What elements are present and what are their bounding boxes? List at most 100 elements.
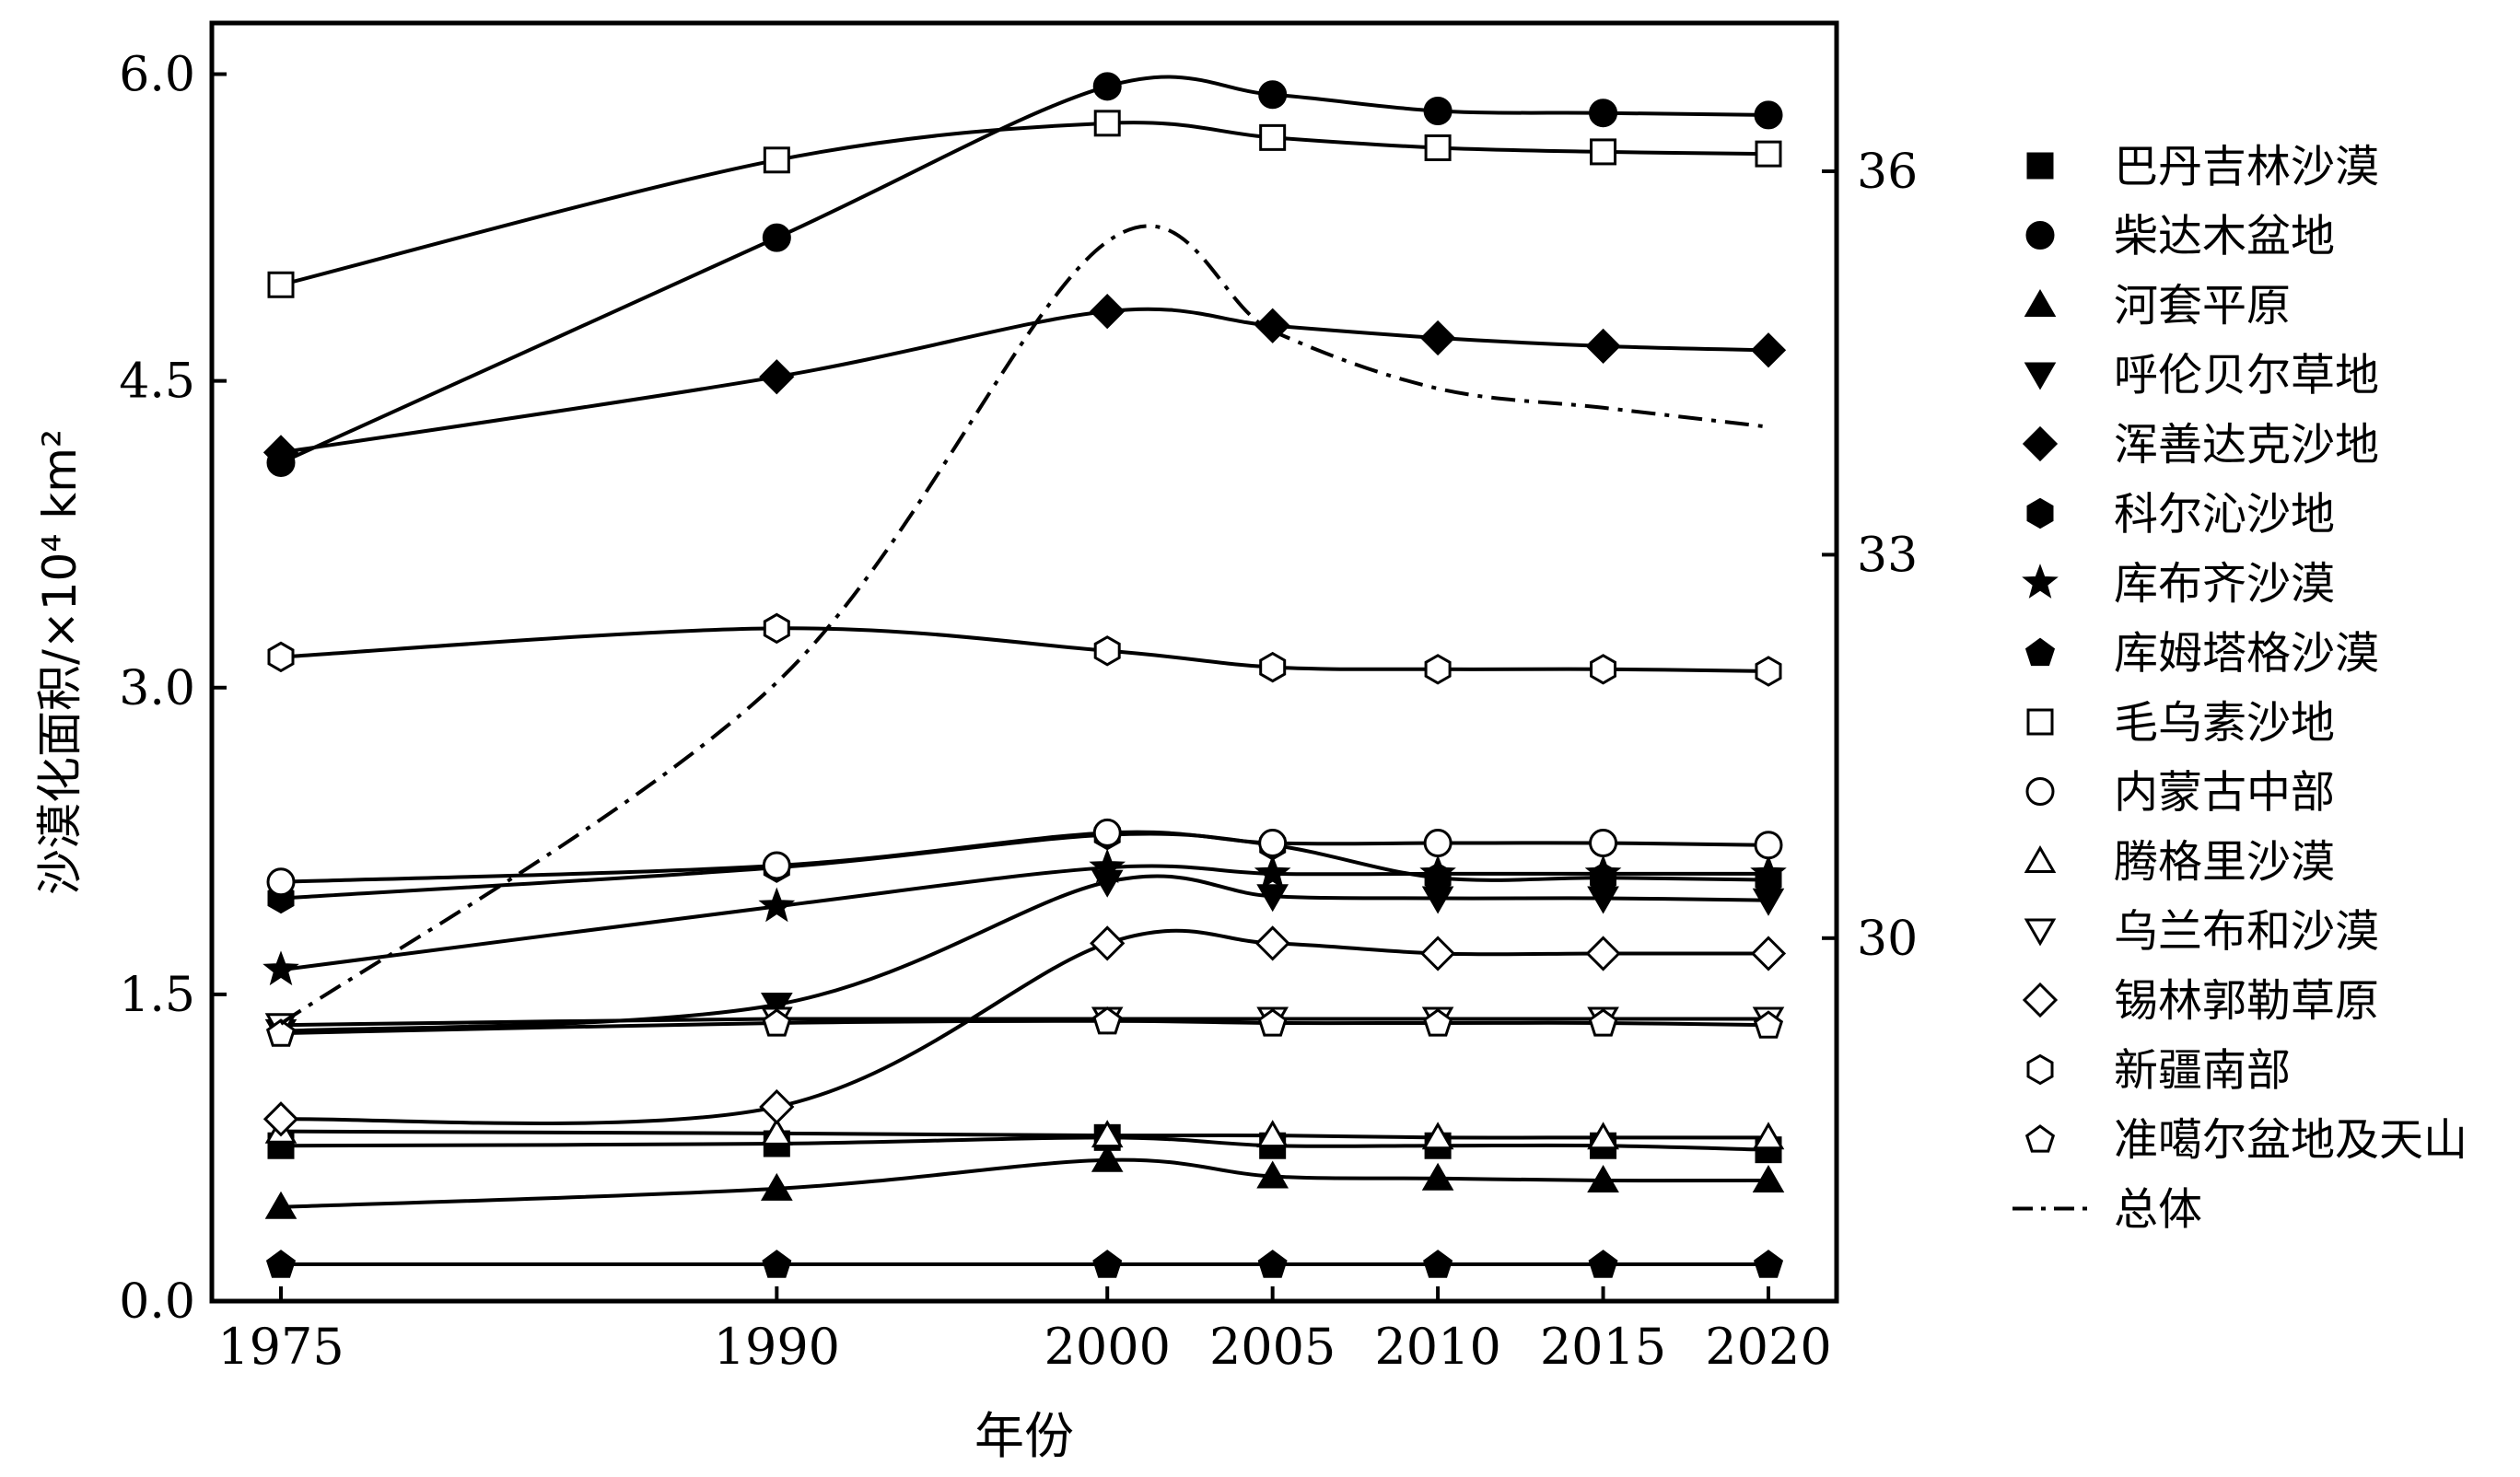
legend-marker xyxy=(2024,844,2057,873)
data-point xyxy=(1091,1144,1124,1172)
legend-marker xyxy=(2025,221,2055,250)
series-line xyxy=(280,121,1769,287)
series-7 xyxy=(262,848,1787,986)
x-tick-label: 2005 xyxy=(1209,1318,1336,1376)
data-point xyxy=(1419,320,1456,356)
data-point xyxy=(1423,96,1452,125)
data-point xyxy=(762,223,791,252)
data-point xyxy=(265,1250,297,1278)
legend-label: 浑善达克沙地 xyxy=(2114,419,2379,471)
data-point xyxy=(1590,654,1616,685)
data-point xyxy=(1256,1120,1289,1148)
data-point xyxy=(1419,855,1456,890)
legend-marker xyxy=(2026,1053,2054,1086)
legend-entry: 库姆塔格沙漠 xyxy=(2024,628,2379,680)
x-tick-label: 2010 xyxy=(1374,1318,1500,1376)
data-point xyxy=(1750,855,1787,890)
series-line xyxy=(280,307,1769,455)
legend-entry: 河套平原 xyxy=(2024,280,2291,331)
legend-marker xyxy=(2024,637,2056,667)
data-point xyxy=(267,641,295,673)
series-16 xyxy=(279,224,1769,1026)
data-point xyxy=(761,993,793,1020)
data-point xyxy=(1585,936,1621,971)
data-point xyxy=(1092,818,1122,847)
legend: 巴丹吉林沙漠柴达木盆地河套平原呼伦贝尔草地浑善达克沙地科尔沁沙地库布齐沙漠库姆塔… xyxy=(2012,141,2468,1236)
data-point xyxy=(1421,1122,1454,1150)
data-point xyxy=(1587,1122,1619,1150)
series-14 xyxy=(267,612,1782,687)
legend-marker xyxy=(2025,777,2055,806)
data-point xyxy=(759,1088,795,1125)
series-11 xyxy=(264,1115,1785,1150)
data-point xyxy=(758,887,796,923)
series-10 xyxy=(266,818,1783,897)
series-line xyxy=(280,830,1769,884)
y-tick-label: 3.0 xyxy=(119,661,195,716)
series-line xyxy=(280,1157,1769,1209)
series-15 xyxy=(265,1006,1784,1047)
y2-tick-label: 30 xyxy=(1857,912,1918,967)
data-point xyxy=(1423,1250,1453,1278)
legend-label: 巴丹吉林沙漠 xyxy=(2114,141,2379,192)
data-point xyxy=(1754,100,1783,130)
data-point xyxy=(262,950,299,986)
legend-marker xyxy=(2026,152,2054,180)
data-point xyxy=(1258,829,1288,858)
x-tick-label: 2000 xyxy=(1044,1318,1171,1376)
data-point xyxy=(1090,293,1126,330)
data-point xyxy=(1589,829,1618,858)
series-line xyxy=(280,928,1768,1125)
legend-label: 柴达木盆地 xyxy=(2114,211,2335,262)
legend-label: 毛乌素沙地 xyxy=(2114,697,2335,749)
legend-entry: 浑善达克沙地 xyxy=(2022,419,2379,471)
series-line xyxy=(280,1017,1768,1028)
x-tick-label: 2015 xyxy=(1540,1318,1666,1376)
legend-entry: 呼伦贝尔草地 xyxy=(2024,350,2379,401)
legend-label: 内蒙古中部 xyxy=(2114,767,2335,819)
data-point xyxy=(1257,1250,1288,1278)
data-point xyxy=(1257,1008,1288,1037)
legend-marker xyxy=(2026,708,2054,736)
data-point xyxy=(762,851,791,880)
legend-entry: 柴达木盆地 xyxy=(2025,211,2335,262)
series-line xyxy=(280,1129,1768,1140)
data-point xyxy=(1419,936,1456,971)
legend-entry: 巴丹吉林沙漠 xyxy=(2026,141,2379,192)
data-point xyxy=(1092,72,1122,101)
legend-marker xyxy=(2024,918,2057,947)
plot-frame xyxy=(209,20,1839,1304)
data-point xyxy=(1421,1162,1454,1191)
data-point xyxy=(1259,651,1287,683)
legend-marker xyxy=(2024,288,2057,317)
series-13 xyxy=(262,925,1787,1137)
data-point xyxy=(759,359,795,395)
y2-tick-label: 33 xyxy=(1857,528,1918,583)
series-line xyxy=(280,626,1769,673)
series-line xyxy=(280,1135,1769,1152)
data-point xyxy=(1423,1008,1453,1037)
data-point xyxy=(1753,1250,1784,1278)
y-axis-title: 沙漠化面积/×10⁴ km² xyxy=(33,429,87,895)
legend-label: 乌兰布和沙漠 xyxy=(2114,906,2379,958)
legend-entry: 腾格里沙漠 xyxy=(2024,836,2335,888)
legend-entry: 新疆南部 xyxy=(2026,1045,2291,1097)
data-point xyxy=(762,1250,792,1278)
data-point xyxy=(1750,332,1787,368)
legend-marker xyxy=(2026,497,2054,529)
data-point xyxy=(763,146,790,174)
data-point xyxy=(761,1117,793,1146)
series-line xyxy=(279,224,1769,1026)
data-point xyxy=(1258,80,1288,110)
data-point xyxy=(1259,123,1287,151)
data-point xyxy=(1254,925,1290,961)
legend-marker xyxy=(2022,982,2059,1018)
y-tick-label: 1.5 xyxy=(119,968,195,1023)
legend-label: 河套平原 xyxy=(2114,280,2291,331)
data-point xyxy=(1093,635,1121,667)
legend-label: 锡林郭勒草原 xyxy=(2114,975,2379,1027)
legend-entry: 乌兰布和沙漠 xyxy=(2024,906,2379,958)
data-point xyxy=(762,1008,792,1037)
x-tick-label: 2020 xyxy=(1705,1318,1831,1376)
